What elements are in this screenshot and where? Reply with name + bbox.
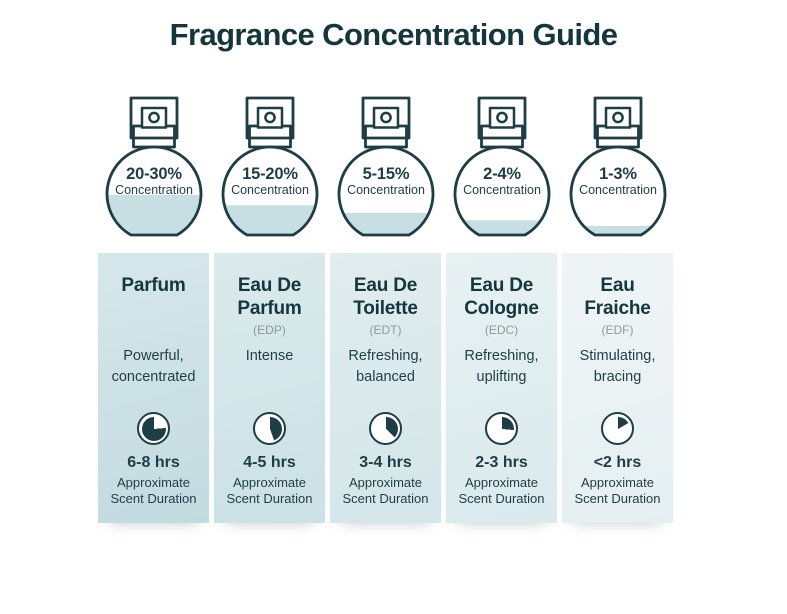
bottle-body-outline — [105, 145, 202, 237]
concentration-value: 2-4% — [483, 165, 521, 183]
concentration-label: Concentration — [579, 183, 657, 197]
column-eau-de-parfum: 15-20% Concentration Eau De Parfum (EDP)… — [214, 95, 325, 523]
fragrance-description: Refreshing, balanced — [348, 348, 423, 385]
clock-wedge — [489, 416, 514, 441]
fragrance-name: Eau De Parfum — [237, 275, 302, 319]
fragrance-description: Powerful, concentrated — [111, 348, 196, 385]
bottle-body-outline — [453, 145, 550, 237]
duration-value: 6-8 hrs — [127, 454, 180, 471]
bottle-cap-outer — [245, 96, 294, 140]
concentration-label: Concentration — [347, 183, 425, 197]
clock-wedge — [605, 416, 630, 441]
fragrance-description: Stimulating, bracing — [579, 348, 656, 385]
fragrance-abbr: (EDP) — [253, 323, 286, 337]
fragrance-card: Eau De Toilette (EDT) Refreshing, balanc… — [330, 253, 441, 523]
bottle-liquid — [338, 212, 433, 235]
fragrance-name: Eau Fraiche — [584, 275, 651, 319]
page-title: Fragrance Concentration Guide — [169, 17, 618, 52]
concentration-value: 15-20% — [242, 165, 298, 183]
duration-value: 2-3 hrs — [475, 454, 528, 471]
perfume-bottle-icon: 2-4% Concentration — [453, 96, 550, 237]
bottle-nozzle — [379, 111, 392, 124]
bottle-body — [454, 147, 549, 235]
fragrance-abbr: (EDF) — [601, 323, 634, 337]
fragrance-abbr — [103, 322, 204, 340]
columns-grid: 20-30% Concentration Parfum Powerful, co… — [98, 95, 673, 523]
fragrance-abbr: (EDC) — [484, 323, 519, 337]
perfume-bottle-icon: 5-15% Concentration — [337, 96, 434, 237]
clock-wedge — [257, 416, 282, 441]
bottle-collar — [247, 124, 292, 149]
column-parfum: 20-30% Concentration Parfum Powerful, co… — [98, 95, 209, 523]
concentration-value: 1-3% — [599, 165, 637, 183]
concentration-label: Concentration — [463, 183, 541, 197]
bottle-body-outline — [337, 145, 434, 237]
fragrance-name: Eau De Cologne — [464, 275, 539, 319]
perfume-bottle-icon: 1-3% Concentration — [569, 96, 666, 237]
duration-value: 3-4 hrs — [359, 454, 412, 471]
duration-label: Approximate Scent Duration — [110, 475, 197, 506]
duration-label: Approximate Scent Duration — [458, 475, 545, 506]
bottle-collar — [363, 124, 408, 149]
fragrance-description: Refreshing, uplifting — [464, 348, 539, 385]
clock-icon — [485, 412, 518, 445]
bottle-nozzle — [147, 111, 160, 124]
clock-icon — [601, 412, 634, 445]
bottle-body-outline — [221, 145, 318, 237]
column-eau-de-cologne: 2-4% Concentration Eau De Cologne (EDC) … — [446, 95, 557, 523]
duration-label: Approximate Scent Duration — [574, 475, 661, 506]
bottle-collar — [595, 124, 640, 149]
fragrance-name: Eau De Toilette — [353, 275, 418, 319]
bottle-liquid — [454, 220, 549, 235]
bottle-nozzle — [495, 111, 508, 124]
concentration-value: 20-30% — [126, 165, 182, 183]
clock-icon — [369, 412, 402, 445]
duration-value: 4-5 hrs — [243, 454, 296, 471]
fragrance-card: Eau De Parfum (EDP) Intense 4-5 hrs Appr… — [214, 253, 325, 523]
bottle-cap-outer — [477, 96, 526, 140]
concentration-value: 5-15% — [362, 165, 409, 183]
bottle-body-outline — [569, 145, 666, 237]
perfume-bottle-icon: 15-20% Concentration — [221, 96, 318, 237]
bottle-nozzle — [263, 111, 276, 124]
clock-icon — [137, 412, 170, 445]
bottle-body — [570, 147, 665, 235]
clock-icon — [253, 412, 286, 445]
bottle-nozzle — [611, 111, 624, 124]
fragrance-card: Eau Fraiche (EDF) Stimulating, bracing <… — [562, 253, 673, 523]
fragrance-name: Parfum — [121, 275, 186, 296]
bottle-cap-outer — [361, 96, 410, 140]
bottle-cap-outer — [593, 96, 642, 140]
fragrance-abbr: (EDT) — [369, 323, 402, 337]
fragrance-card: Parfum Powerful, concentrated 6-8 hrs Ap… — [98, 253, 209, 523]
fragrance-card: Eau De Cologne (EDC) Refreshing, uplifti… — [446, 253, 557, 523]
bottle-cap-outer — [129, 96, 178, 140]
clock-wedge — [373, 416, 398, 441]
fragrance-description: Intense — [245, 348, 294, 364]
duration-label: Approximate Scent Duration — [226, 475, 313, 506]
column-eau-fraiche: 1-3% Concentration Eau Fraiche (EDF) Sti… — [562, 95, 673, 523]
duration-value: <2 hrs — [593, 454, 642, 471]
duration-label: Approximate Scent Duration — [342, 475, 429, 506]
perfume-bottle-icon: 20-30% Concentration — [105, 96, 202, 237]
clock-wedge — [141, 416, 166, 441]
concentration-label: Concentration — [231, 183, 309, 197]
concentration-label: Concentration — [115, 183, 193, 197]
bottle-liquid — [570, 226, 665, 235]
bottle-collar — [131, 124, 176, 149]
fragrance-guide-page: Fragrance Concentration Guide 20-30% Con… — [0, 14, 787, 614]
column-eau-de-toilette: 5-15% Concentration Eau De Toilette (EDT… — [330, 95, 441, 523]
bottle-collar — [479, 124, 524, 149]
